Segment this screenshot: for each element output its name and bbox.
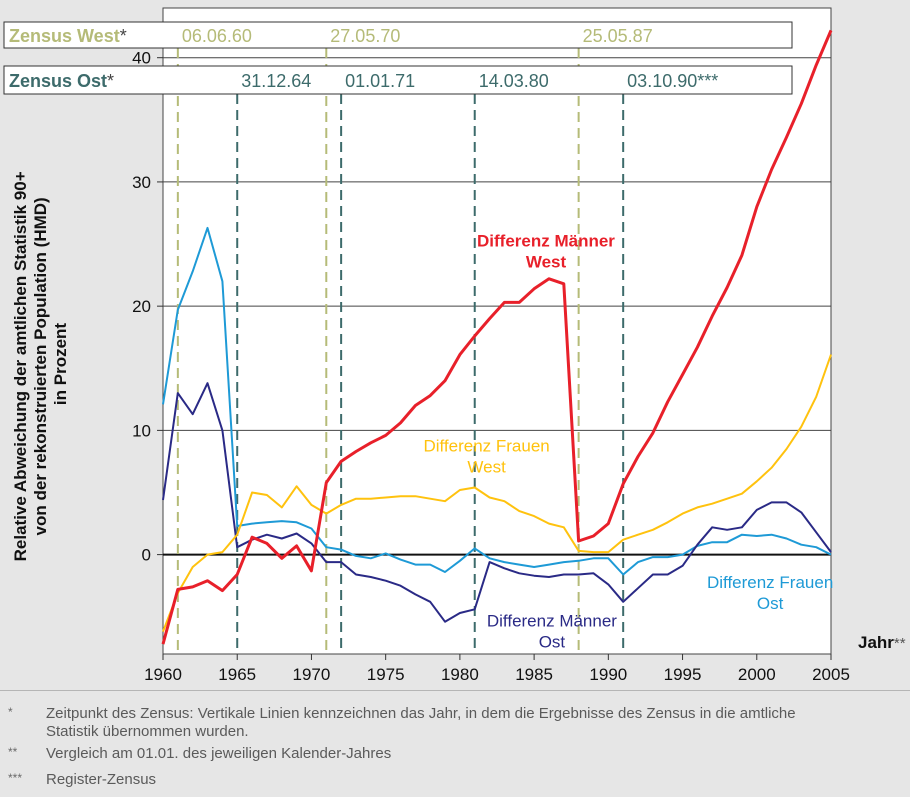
series-label-differenz-maenner-west-line-2: West [526, 253, 567, 272]
footnotes: * Zeitpunkt des Zensus: Vertikale Linien… [0, 690, 910, 797]
y-axis-title-line-1: Relative Abweichung der amtlichen Statis… [11, 171, 30, 561]
census-west-date-1971: 27.05.70 [330, 26, 400, 46]
y-axis-title-line-2: von der rekonstruierten Population (HMD) [31, 197, 50, 535]
y-axis-title-line-3: in Prozent [51, 323, 70, 406]
series-label-differenz-frauen-ost-line-2: Ost [757, 594, 784, 613]
footnote-2-text: Vergleich am 01.01. des jeweiligen Kalen… [46, 745, 392, 762]
series-label-differenz-frauen-west: Differenz Frauen West [423, 437, 549, 477]
census-east-box [3, 65, 793, 95]
series-label-differenz-maenner-ost: Differenz Männer Ost [487, 612, 617, 652]
x-tick-label-2005: 2005 [812, 665, 850, 684]
series-label-differenz-maenner-west-line-1: Differenz Männer [477, 232, 615, 251]
census-west-date-1961: 06.06.60 [182, 26, 252, 46]
footnote-2-mark: ** [8, 745, 18, 759]
series-label-differenz-frauen-west-line-2: West [467, 458, 506, 477]
x-tick-label-1965: 1965 [218, 665, 256, 684]
x-tick-label-1975: 1975 [367, 665, 405, 684]
footnote-3-text: Register-Zensus [46, 771, 157, 788]
x-axis-title-mark: ** [894, 635, 906, 652]
census-east-date-1972: 01.01.71 [345, 71, 415, 91]
footnote-3-mark: *** [8, 771, 23, 785]
series-label-differenz-frauen-ost: Differenz Frauen Ost [707, 573, 833, 613]
series-label-differenz-maenner-ost-line-2: Ost [539, 633, 566, 652]
y-tick-label-20: 20 [132, 297, 151, 316]
x-tick-label-1990: 1990 [589, 665, 627, 684]
x-axis-title: Jahr** [858, 633, 906, 652]
y-tick-label-10: 10 [132, 421, 151, 440]
y-axis-title: Relative Abweichung der amtlichen Statis… [11, 167, 70, 562]
census-east-label: Zensus Ost* [9, 71, 114, 91]
census-east-date-1991: 03.10.90*** [627, 71, 718, 91]
series-label-differenz-frauen-west-line-1: Differenz Frauen [423, 437, 549, 456]
series-label-differenz-maenner-ost-line-1: Differenz Männer [487, 612, 617, 631]
census-west-box [3, 21, 793, 49]
series-line-differenz-maenner-ost [162, 382, 832, 623]
census-east-date-1965: 31.12.64 [241, 71, 311, 91]
series-line-differenz-frauen-west [162, 354, 832, 632]
census-east-mark: * [107, 71, 114, 91]
series-line-differenz-frauen-ost [162, 226, 832, 576]
series-label-differenz-maenner-west: Differenz Männer West [477, 232, 615, 272]
series-label-differenz-frauen-ost-line-1: Differenz Frauen [707, 573, 833, 592]
footnote-1-text: Zeitpunkt des Zensus: Vertikale Linien k… [46, 705, 796, 740]
x-tick-label-2000: 2000 [738, 665, 776, 684]
chart: 0 10 20 30 40 1960 1965 1970 1975 1980 1985 1990 199… [3, 7, 906, 684]
census-west-label: Zensus West* [9, 26, 127, 46]
x-tick-label-1995: 1995 [664, 665, 702, 684]
plot-area [162, 7, 832, 655]
x-tick-label-1970: 1970 [293, 665, 331, 684]
y-tick-label-30: 30 [132, 173, 151, 192]
series-line-differenz-maenner-west [161, 29, 833, 645]
census-east-date-1981: 14.03.80 [479, 71, 549, 91]
census-west-date-1988: 25.05.87 [583, 26, 653, 46]
y-tick-label-0: 0 [142, 546, 151, 565]
footnote-1-mark: * [8, 705, 13, 719]
x-tick-label-1985: 1985 [515, 665, 553, 684]
x-tick-label-1980: 1980 [441, 665, 479, 684]
y-tick-label-40: 40 [132, 49, 151, 68]
x-tick-label-1960: 1960 [144, 665, 182, 684]
census-west-mark: * [120, 26, 127, 46]
